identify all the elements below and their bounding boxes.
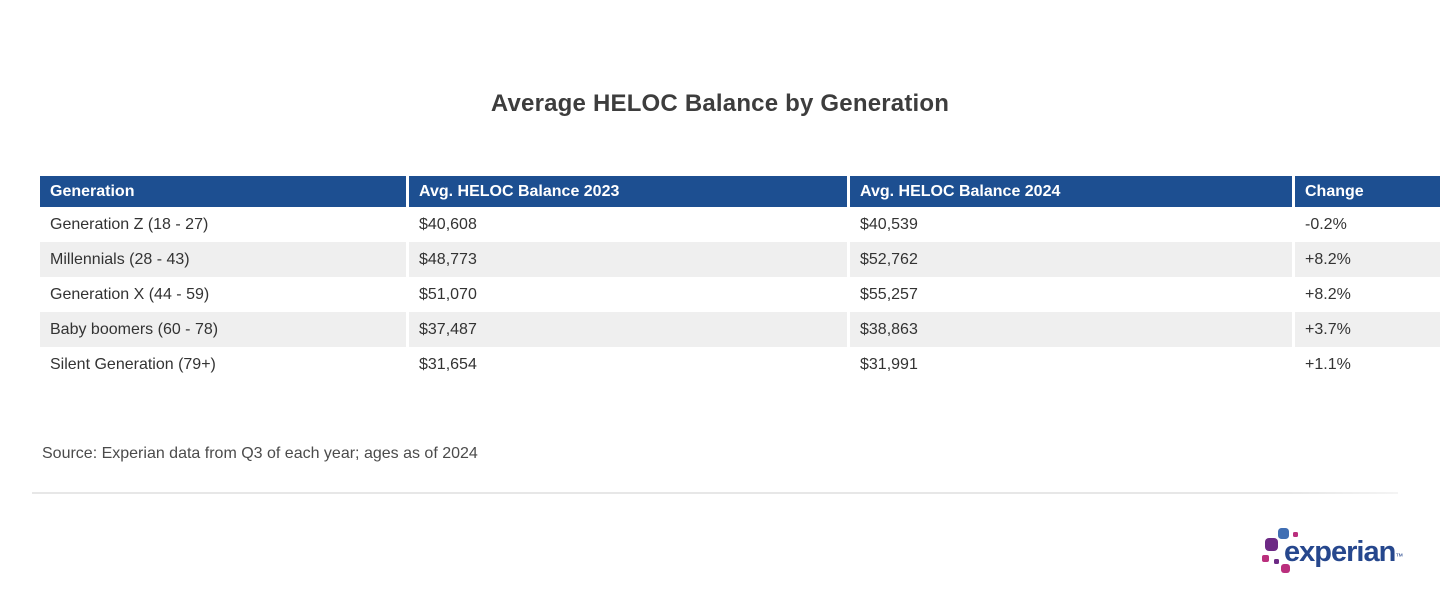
table-cell: $40,539 xyxy=(848,207,1295,242)
table-cell: Millennials (28 - 43) xyxy=(40,242,409,277)
table-cell: -0.2% xyxy=(1305,215,1347,233)
logo-dot-purple-small-icon xyxy=(1274,559,1279,564)
table-cell: Generation X (44 - 59) xyxy=(40,277,409,312)
table-cell: $52,762 xyxy=(848,242,1295,277)
experian-logo: experian™ xyxy=(1260,526,1403,578)
table-body: Generation Z (18 - 27) $40,608 $40,539 -0.2… xyxy=(40,207,1440,382)
heloc-balance-table: Generation Avg. HELOC Balance 2023 Avg. … xyxy=(40,176,1440,382)
table-cell: Generation Z (18 - 27) xyxy=(40,207,409,242)
logo-dot-magenta-large-icon xyxy=(1281,564,1290,573)
trademark-symbol: ™ xyxy=(1395,552,1404,561)
table-cell: $31,991 xyxy=(848,347,1295,382)
logo-dot-blue-icon xyxy=(1278,528,1289,539)
column-header-balance-2023: Avg. HELOC Balance 2023 xyxy=(407,176,850,207)
table-cell: $55,257 xyxy=(848,277,1295,312)
page-title: Average HELOC Balance by Generation xyxy=(490,90,950,118)
table-cell: +8.2% xyxy=(1305,285,1351,303)
table-header: Generation Avg. HELOC Balance 2023 Avg. … xyxy=(40,176,1440,207)
table-cell: $48,773 xyxy=(407,242,850,277)
column-header-balance-2024: Avg. HELOC Balance 2024 xyxy=(848,176,1295,207)
table-row: Generation X (44 - 59) $51,070 $55,257 +8.2… xyxy=(40,277,1440,312)
table-row: Generation Z (18 - 27) $40,608 $40,539 -0.2… xyxy=(40,207,1440,242)
table-cell: +8.2% xyxy=(1305,250,1351,268)
logo-dot-magenta-mid-icon xyxy=(1262,555,1269,562)
table-cell: $40,608 xyxy=(407,207,850,242)
table-cell: $31,654 xyxy=(407,347,850,382)
divider-line xyxy=(32,492,1398,494)
table-cell: $37,487 xyxy=(407,312,850,347)
table-cell: +1.1% xyxy=(1305,355,1351,373)
table-cell: +3.7% xyxy=(1305,320,1351,338)
table-row: Millennials (28 - 43) $48,773 $52,762 +8.2% xyxy=(40,242,1440,277)
logo-dot-magenta-small-icon xyxy=(1293,532,1298,537)
table-row: Silent Generation (79+) $31,654 $31,991 +1.… xyxy=(40,347,1440,382)
experian-logo-mark-icon xyxy=(1260,526,1300,576)
table-cell: Baby boomers (60 - 78) xyxy=(40,312,409,347)
logo-dot-purple-large-icon xyxy=(1265,538,1278,551)
table-row: Baby boomers (60 - 78) $37,487 $38,863 +3.7… xyxy=(40,312,1440,347)
source-note: Source: Experian data from Q3 of each ye… xyxy=(42,445,478,462)
table-cell: Silent Generation (79+) xyxy=(40,347,409,382)
table-cell: $51,070 xyxy=(407,277,850,312)
column-header-change: Change xyxy=(1293,176,1440,207)
table-header-row: Generation Avg. HELOC Balance 2023 Avg. … xyxy=(40,176,1440,207)
column-header-generation: Generation xyxy=(40,176,409,207)
table-cell: $38,863 xyxy=(848,312,1295,347)
experian-wordmark: experian™ xyxy=(1284,536,1404,568)
